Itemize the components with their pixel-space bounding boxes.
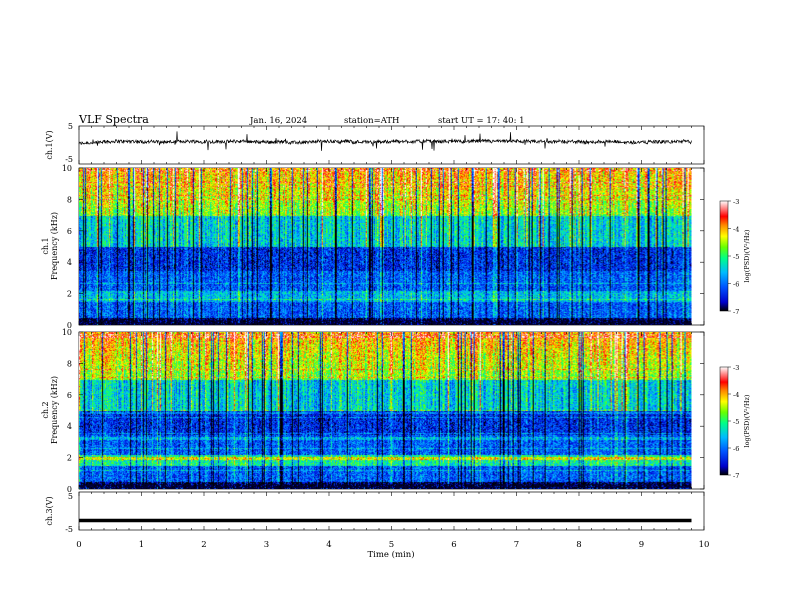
- ch1-ylabel-channel: ch.1: [41, 237, 50, 254]
- x-tick-label: 8: [576, 540, 581, 550]
- time-tick-marks: [78, 126, 705, 530]
- x-tick-label: 7: [514, 540, 519, 550]
- frequency-tick-label: 10: [62, 164, 72, 173]
- colorbar-ch2: -3 -4 -5 -6 -7 log(PSD)(V²/Hz): [719, 364, 751, 480]
- colorbar-tick-label: -6: [733, 281, 739, 289]
- ch1-ytick-top: 5: [68, 122, 73, 131]
- colorbar-tick-label: -3: [733, 364, 739, 372]
- ch3-ytick-top: 5: [68, 492, 73, 501]
- colorbar-ch2-gradient: [719, 366, 729, 476]
- x-tick-label: 10: [699, 540, 710, 550]
- frequency-tick-label: 10: [62, 328, 72, 337]
- ch2-ylabel-frequency: Frequency (kHz): [50, 376, 59, 444]
- ch2-spectrogram-heatmap: [79, 332, 692, 489]
- frequency-tick-label: 6: [67, 391, 72, 400]
- colorbar-ch2-label: log(PSD)(V²/Hz): [743, 394, 751, 447]
- x-tick-label: 4: [326, 540, 331, 550]
- ch1-frame: [78, 125, 705, 165]
- colorbar-tick-label: -3: [733, 198, 739, 206]
- frequency-tick-label: 0: [67, 321, 72, 330]
- colorbar-tick-label: -4: [733, 226, 739, 234]
- ch3-ylabel: ch.3(V): [45, 496, 54, 525]
- ch1-spectrogram-heatmap: [79, 168, 692, 325]
- frequency-tick-label: 2: [67, 454, 72, 463]
- colorbar-tick-label: -6: [733, 445, 739, 453]
- colorbar-tick-label: -7: [733, 308, 739, 316]
- colorbar-ch1-label: log(PSD)(V²/Hz): [743, 229, 751, 282]
- ch1-waveform-line: [78, 131, 692, 151]
- x-tick-label: 1: [139, 540, 144, 550]
- x-tick-label: 2: [201, 540, 206, 550]
- ch1-waveform-panel: 5 -5 ch.1(V): [45, 122, 705, 165]
- colorbar-ch1-gradient: [719, 200, 729, 312]
- frequency-tick-label: 4: [67, 422, 72, 431]
- x-tick-label: 3: [264, 540, 269, 550]
- ch2-spectrogram-panel: 0 2 4 6 8 10 ch.2 Frequency (kHz): [41, 328, 705, 494]
- x-tick-label: 5: [389, 540, 394, 550]
- frequency-tick-label: 8: [67, 195, 72, 204]
- colorbar-tick-label: -7: [733, 472, 739, 480]
- frequency-tick-label: 6: [67, 227, 72, 236]
- x-tick-label: 9: [639, 540, 644, 550]
- frequency-tick-label: 4: [67, 258, 72, 267]
- frequency-tick-label: 8: [67, 359, 72, 368]
- ch3-ytick-bottom: -5: [65, 525, 73, 534]
- ch3-waveform-panel: 5 -5 ch.3(V): [45, 491, 705, 534]
- colorbar-tick-label: -5: [733, 418, 739, 426]
- station-label: station=ATH: [344, 116, 399, 126]
- frequency-tick-label: 2: [67, 290, 72, 299]
- colorbar-tick-label: -4: [733, 391, 739, 399]
- frequency-tick-label: 0: [67, 485, 72, 494]
- figure-title: VLF Spectra: [78, 113, 149, 126]
- ch3-frame: [78, 491, 705, 531]
- date-label: Jan. 16, 2024: [249, 116, 307, 126]
- x-axis-tick-labels: 0 1 2 3 4 5 6 7 8 9 10: [76, 540, 709, 550]
- ch1-ylabel: ch.1(V): [45, 130, 54, 159]
- x-tick-label: 6: [451, 540, 456, 550]
- ch1-ylabel-frequency: Frequency (kHz): [50, 212, 59, 280]
- colorbar-ch1: -3 -4 -5 -6 -7 log(PSD)(V²/Hz): [719, 198, 751, 316]
- x-axis-label: Time (min): [367, 549, 414, 560]
- start-time-label: start UT = 17: 40: 1: [438, 116, 525, 126]
- colorbar-tick-label: -5: [733, 253, 739, 261]
- x-tick-label: 0: [76, 540, 81, 550]
- ch1-ytick-bottom: -5: [65, 155, 73, 164]
- ch1-spectrogram-panel: 0 2 4 6 8 10 ch.1 Frequency (kHz): [41, 164, 705, 330]
- ch2-ylabel-channel: ch.2: [41, 401, 50, 418]
